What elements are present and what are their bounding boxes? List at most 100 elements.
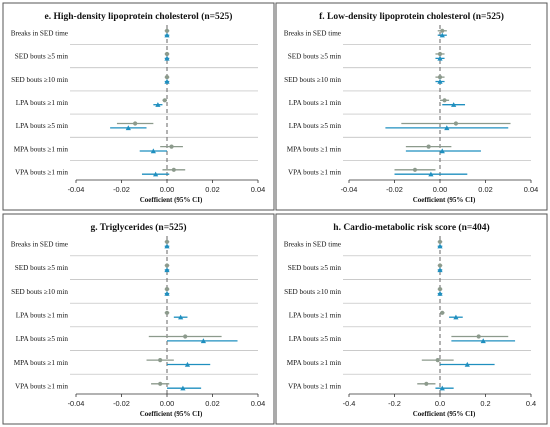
x-tick-label: 0.04 — [251, 185, 265, 194]
panel-g: g. Triglycerides (n=525) Breaks in SED ti… — [2, 213, 275, 425]
point-estimate — [437, 263, 443, 268]
point-estimate — [426, 144, 431, 149]
x-tick-label: -0.02 — [113, 399, 130, 408]
point-estimate — [437, 75, 443, 80]
point-estimate — [169, 144, 174, 149]
point-estimate — [437, 287, 443, 292]
row-label: Breaks in SED time — [11, 30, 68, 38]
row-label: SED bouts ≥5 min — [288, 264, 342, 272]
point-estimate — [164, 51, 170, 57]
panel-frame — [275, 2, 548, 211]
x-tick-label: 0.04 — [251, 399, 265, 408]
point-estimate — [439, 385, 445, 391]
row-label: LPA bouts ≥1 min — [289, 312, 342, 320]
panel-title: g. Triglycerides (n=525) — [90, 222, 186, 233]
point-estimate — [412, 167, 418, 172]
point-estimate — [164, 55, 170, 61]
x-axis-label: Coefficient (95% CI) — [413, 196, 476, 204]
point-estimate — [180, 385, 186, 391]
point-estimate — [162, 98, 167, 103]
x-axis-label: Coefficient (95% CI) — [413, 410, 476, 418]
point-estimate — [171, 167, 176, 172]
x-tick-label: 0.00 — [160, 399, 174, 408]
row-label: SED bouts ≥10 min — [11, 288, 68, 296]
row-label: LPA bouts ≥1 min — [289, 99, 342, 107]
row-label: SED bouts ≥5 min — [15, 264, 69, 272]
point-estimate — [437, 78, 443, 84]
panel-frame — [2, 213, 275, 425]
x-tick-label: 0.02 — [205, 399, 219, 408]
panel-f: f. Low-density lipoprotein cholesterol (… — [275, 2, 548, 211]
row-label: SED bouts ≥5 min — [288, 53, 342, 61]
point-estimate — [164, 239, 170, 244]
panel-title: e. High-density lipoprotein cholesterol … — [45, 11, 233, 22]
point-estimate — [164, 32, 170, 38]
x-tick-label: 0.02 — [478, 185, 492, 194]
x-tick-label: 0.2 — [480, 399, 490, 408]
row-label: Breaks in SED time — [284, 241, 341, 249]
point-estimate — [164, 263, 170, 268]
point-estimate — [164, 243, 170, 249]
row-label: LPA bouts ≥1 min — [16, 312, 69, 320]
x-tick-label: -0.2 — [388, 399, 401, 408]
row-label: LPA bouts ≥5 min — [16, 122, 69, 130]
row-label: VPA bouts ≥1 min — [15, 383, 68, 391]
point-estimate — [183, 334, 188, 339]
x-tick-label: 0.02 — [205, 185, 219, 194]
point-estimate — [437, 55, 443, 61]
point-estimate — [437, 290, 443, 296]
point-estimate — [444, 125, 450, 131]
row-label: VPA bouts ≥1 min — [288, 383, 341, 391]
row-label: Breaks in SED time — [11, 241, 68, 249]
point-estimate — [437, 51, 443, 57]
row-label: MPA bouts ≥1 min — [287, 145, 342, 153]
panel-frame — [275, 213, 548, 425]
point-estimate — [439, 148, 445, 154]
x-tick-label: -0.04 — [341, 185, 358, 194]
row-label: SED bouts ≥10 min — [11, 76, 68, 84]
row-label: MPA bouts ≥1 min — [14, 359, 69, 367]
point-estimate — [476, 334, 481, 339]
x-tick-label: 0.4 — [526, 399, 536, 408]
panel-frame — [2, 2, 275, 211]
x-tick-label: -0.02 — [113, 185, 130, 194]
point-estimate — [125, 125, 131, 131]
point-estimate — [453, 121, 459, 126]
x-tick-label: -0.04 — [68, 185, 85, 194]
x-axis-label: Coefficient (95% CI) — [140, 410, 203, 418]
x-tick-label: 0.0 — [435, 399, 445, 408]
point-estimate — [164, 78, 170, 84]
row-label: LPA bouts ≥1 min — [16, 99, 69, 107]
point-estimate — [437, 267, 443, 273]
point-estimate — [200, 338, 206, 344]
point-estimate — [437, 243, 443, 249]
point-estimate — [442, 98, 447, 103]
row-label: VPA bouts ≥1 min — [15, 169, 68, 177]
point-estimate — [451, 102, 457, 107]
point-estimate — [158, 358, 163, 363]
point-estimate — [178, 314, 184, 320]
panel-title: f. Low-density lipoprotein cholesterol (… — [319, 11, 504, 22]
point-estimate — [164, 28, 170, 33]
point-estimate — [435, 358, 440, 363]
row-label: Breaks in SED time — [284, 30, 341, 38]
point-estimate — [437, 239, 443, 244]
point-estimate — [158, 381, 163, 386]
point-estimate — [440, 28, 445, 33]
point-estimate — [164, 290, 170, 296]
x-tick-label: -0.02 — [386, 185, 403, 194]
point-estimate — [439, 32, 445, 38]
x-tick-label: -0.04 — [68, 399, 85, 408]
row-label: MPA bouts ≥1 min — [14, 145, 69, 153]
row-label: LPA bouts ≥5 min — [289, 335, 342, 343]
point-estimate — [424, 381, 429, 386]
x-tick-label: 0.04 — [524, 185, 538, 194]
point-estimate — [440, 310, 445, 315]
point-estimate — [153, 171, 159, 177]
panel-e: e. High-density lipoprotein cholesterol … — [2, 2, 275, 211]
point-estimate — [164, 267, 170, 273]
point-estimate — [480, 338, 486, 344]
point-estimate — [464, 361, 470, 367]
point-estimate — [164, 75, 170, 80]
